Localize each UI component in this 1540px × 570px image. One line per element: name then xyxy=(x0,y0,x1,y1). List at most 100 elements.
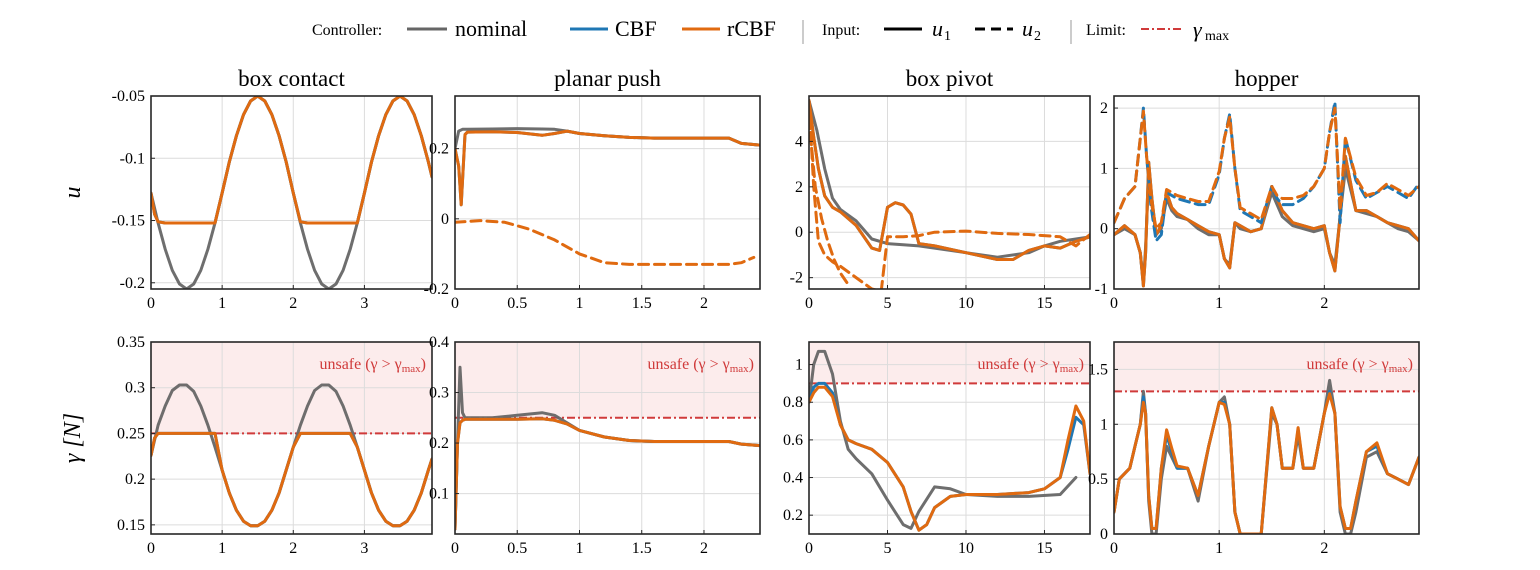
x-tick-label: 1 xyxy=(575,540,583,557)
legend-sub-u2: 2 xyxy=(1034,29,1041,44)
series-line-cbf-u1 xyxy=(455,129,760,207)
series-line-rcbf-u2 xyxy=(809,117,850,286)
unsafe-label-sub: max xyxy=(730,363,749,375)
x-tick-label: 2 xyxy=(289,540,297,557)
x-tick-label: 1.5 xyxy=(632,540,652,557)
y-tick-label: 1 xyxy=(1100,160,1108,177)
unsafe-label: unsafe (γ > γmax) xyxy=(1306,356,1413,375)
x-tick-label: 10 xyxy=(958,540,974,557)
panel-title: box pivot xyxy=(906,66,994,91)
series-line-rcbf-u1 xyxy=(809,99,1090,261)
series-group xyxy=(1114,100,1419,288)
y-tick-label: 0.35 xyxy=(117,334,145,351)
panel-title: box contact xyxy=(238,66,345,91)
y-tick-label: 0.6 xyxy=(783,432,803,449)
series-group xyxy=(809,349,1090,532)
y-tick-label: 0.2 xyxy=(429,435,449,452)
y-tick-label: 4 xyxy=(795,133,803,150)
x-tick-label: 2 xyxy=(700,540,708,557)
y-tick-label: 0.15 xyxy=(117,517,145,534)
unsafe-region xyxy=(809,342,1090,384)
y-tick-label: 0 xyxy=(1100,221,1108,238)
x-tick-label: 10 xyxy=(958,295,974,312)
x-tick-label: 1 xyxy=(1215,540,1223,557)
y-tick-label: -0.2 xyxy=(424,281,449,298)
legend-label-rcbf: rCBF xyxy=(727,16,776,41)
x-tick-label: 0 xyxy=(147,295,155,312)
chart-panel: unsafe (γ > γmax) 0 0.5 1 1.5 2 0.4 0.3 0.2 0.1 xyxy=(429,334,761,557)
unsafe-label-close: ) xyxy=(1079,356,1084,373)
y-tick-label: -2 xyxy=(790,270,803,287)
y-tick-label: -0.1 xyxy=(120,150,145,167)
legend-sub-u1: 1 xyxy=(944,29,951,44)
y-tick-label: 0 xyxy=(441,211,449,228)
axes-box xyxy=(808,341,1091,535)
legend-input-label: Input: xyxy=(822,22,860,39)
y-tick-label: 0.2 xyxy=(429,141,449,158)
unsafe-region xyxy=(1114,342,1419,392)
legend-label-u1: u xyxy=(932,16,943,41)
chart-panel: unsafe (γ > γmax) 0 1 2 1.5 1 0.5 0 xyxy=(1088,341,1420,557)
chart-panel: unsafe (γ > γmax) 0 5 10 15 1 0.8 0.6 0.4 0.2 xyxy=(783,341,1091,557)
axes-box xyxy=(454,341,761,535)
x-tick-label: 15 xyxy=(1036,295,1052,312)
axes-box xyxy=(1113,95,1420,290)
series-line-cbf-u1 xyxy=(455,417,760,531)
series-group xyxy=(151,383,432,528)
x-tick-label: 2 xyxy=(1320,295,1328,312)
unsafe-label: unsafe (γ > γmax) xyxy=(647,356,754,375)
axes-box xyxy=(150,95,433,290)
x-tick-label: 1 xyxy=(218,295,226,312)
y-tick-label: 0.4 xyxy=(429,334,449,351)
panel-title: hopper xyxy=(1235,66,1299,91)
panel-title: planar push xyxy=(554,66,661,91)
chart-panel: 0 1 2 3 -0.05 -0.1 -0.15 -0.2 box contact u xyxy=(60,66,433,312)
axes-box xyxy=(808,95,1091,290)
y-tick-label: 0.2 xyxy=(125,471,145,488)
series-line-nominal-u1 xyxy=(151,96,432,289)
y-tick-label: 2 xyxy=(1100,100,1108,117)
y-tick-label: 0.5 xyxy=(1088,471,1108,488)
y-tick-label: -0.2 xyxy=(120,275,145,292)
series-line-nominal-u1 xyxy=(809,349,1078,530)
x-tick-label: 0 xyxy=(805,295,813,312)
x-tick-label: 2 xyxy=(700,295,708,312)
y-tick-label: 0.3 xyxy=(429,385,449,402)
series-line-rcbf-u1 xyxy=(1114,154,1419,288)
y-axis-label: γ [N] xyxy=(60,413,86,463)
legend-label-u2: u xyxy=(1022,16,1033,41)
unsafe-label-sub: max xyxy=(1389,363,1408,375)
series-line-rcbf-u1 xyxy=(455,417,760,531)
x-tick-label: 0 xyxy=(147,540,155,557)
legend-label-gamma-max: γ xyxy=(1193,17,1203,42)
x-tick-label: 0 xyxy=(451,540,459,557)
unsafe-label-sub: max xyxy=(402,363,421,375)
series-group xyxy=(809,99,1090,289)
series-line-nominal-u1 xyxy=(809,99,1090,259)
y-tick-label: 0 xyxy=(795,224,803,241)
y-tick-label: -0.15 xyxy=(112,213,145,230)
legend-label-nominal: nominal xyxy=(455,16,527,41)
legend: Controller: nominal CBF rCBF Input: u 1 u 2 Limit… xyxy=(312,16,1229,44)
axes-box xyxy=(454,95,761,290)
series-line-cbf-u1 xyxy=(809,381,1090,532)
series-line-cbf-u1 xyxy=(1114,154,1419,288)
y-axis-label: u xyxy=(60,187,86,199)
y-tick-label: 0 xyxy=(1100,526,1108,543)
legend-label-cbf: CBF xyxy=(615,16,657,41)
series-line-rcbf-u1 xyxy=(151,96,432,225)
unsafe-label-close: ) xyxy=(1408,356,1413,373)
axes-box xyxy=(150,341,433,535)
y-tick-label: -0.05 xyxy=(112,88,145,105)
x-tick-label: 2 xyxy=(1320,540,1328,557)
x-tick-label: 1.5 xyxy=(632,295,652,312)
x-tick-label: 2 xyxy=(289,295,297,312)
legend-limit-label: Limit: xyxy=(1086,22,1126,39)
series-line-rcbf-u2 xyxy=(809,99,1090,289)
y-tick-label: 0.4 xyxy=(783,470,803,487)
x-tick-label: 0.5 xyxy=(507,540,527,557)
